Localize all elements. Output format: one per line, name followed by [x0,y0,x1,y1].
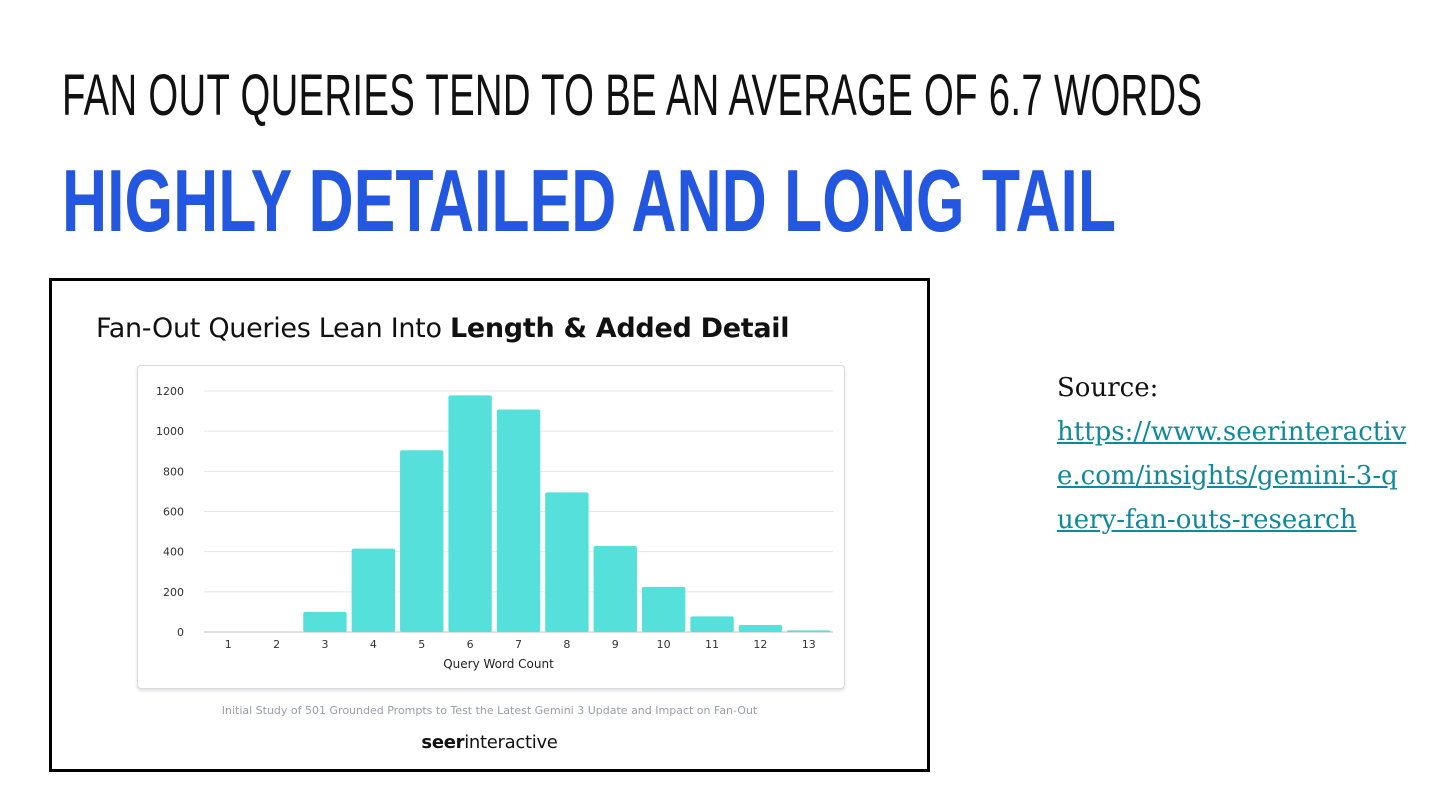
bar-4 [351,548,396,632]
y-tick-label: 1200 [156,385,184,398]
bar-13 [787,630,831,632]
chart-title: Fan-Out Queries Lean Into Length & Added… [96,313,789,344]
x-tick-label: 7 [515,638,522,651]
y-tick-label: 800 [163,465,184,478]
chart-image-frame: Fan-Out Queries Lean Into Length & Added… [49,278,930,772]
x-tick-label: 5 [418,638,425,651]
y-tick-label: 200 [163,586,184,599]
bar-12 [738,624,783,632]
bar-10 [641,586,686,632]
x-tick-label: 10 [657,638,671,651]
chart-title-regular: Fan-Out Queries Lean Into [96,313,450,344]
chart-title-bold: Length & Added Detail [449,313,790,344]
slide-headline: FAN OUT QUERIES TEND TO BE AN AVERAGE OF… [62,63,1203,128]
bar-3 [303,611,347,632]
brand-logo-bold: seer [421,732,465,753]
slide-subhead: HIGHLY DETAILED AND LONG TAIL [62,151,1117,250]
bar-8 [545,492,589,632]
y-tick-label: 1000 [156,425,184,438]
source-label: Source: [1057,373,1159,403]
x-tick-label: 4 [370,638,377,651]
bar-11 [690,616,734,632]
x-tick-label: 13 [802,638,816,651]
x-tick-label: 8 [563,638,570,651]
x-tick-label: 2 [273,638,280,651]
bar-6 [448,395,492,632]
plot-card: 0 200 400 600 800 1000 1200 1 2 3 4 5 6 7 8 9 10 11 12 13 Qu… [137,365,845,689]
x-tick-label: 3 [321,638,328,651]
bar-5 [400,450,444,632]
source-block: Source: https://www.seerinteractive.com/… [1057,366,1427,542]
x-tick-label: 9 [612,638,619,651]
x-tick-label: 1 [225,638,232,651]
brand-logo: seerinteractive [52,732,927,753]
source-link[interactable]: https://www.seerinteractive.com/insights… [1057,417,1407,535]
bar-7 [496,409,541,632]
x-tick-label: 12 [753,638,767,651]
y-tick-label: 0 [177,626,184,639]
x-axis-label: Query Word Count [443,657,554,671]
bar-9 [593,546,637,632]
brand-logo-regular: interactive [464,732,558,753]
y-tick-label: 600 [163,506,184,519]
x-tick-label: 11 [705,638,719,651]
y-tick-label: 400 [163,546,184,559]
x-tick-label: 6 [467,638,474,651]
chart-footnote: Initial Study of 501 Grounded Prompts to… [221,704,758,717]
